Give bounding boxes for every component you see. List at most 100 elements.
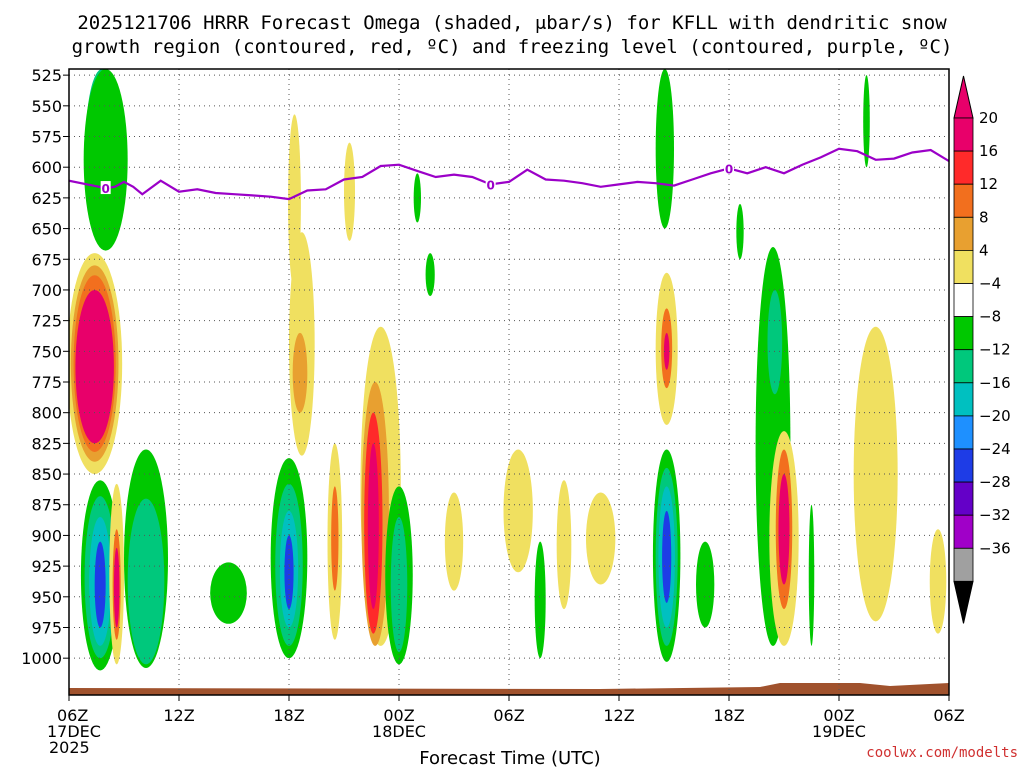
freezing-label-bg-0 <box>100 181 111 195</box>
omega-shaded-regions <box>69 69 947 671</box>
omega-region-36 <box>534 541 546 659</box>
y-tick-label-800: 800 <box>31 404 62 423</box>
y-tick-label-750: 750 <box>31 342 62 361</box>
y-tick-label-725: 725 <box>31 312 62 331</box>
omega-region-46 <box>662 510 672 603</box>
omega-region-54 <box>808 504 815 646</box>
colorbar-swatch-6 <box>953 316 974 351</box>
colorbar-label-3: 8 <box>979 208 989 226</box>
colorbar: 20 16 12 8 4 −4 −8 −12 −16 −20 −24 −28 −32 −36 <box>953 75 1011 624</box>
omega-region-8 <box>113 547 120 628</box>
y-tick-label-700: 700 <box>31 281 62 300</box>
colorbar-swatch-10 <box>953 448 974 483</box>
freezing-label-bg-2 <box>724 161 734 175</box>
omega-region-48 <box>736 204 744 260</box>
y-tick-label-600: 600 <box>31 158 62 177</box>
y-tick-label-900: 900 <box>31 526 62 545</box>
x-tick-date-7: 19DEC <box>812 722 866 741</box>
omega-region-22 <box>288 114 301 290</box>
y-tick-label-625: 625 <box>31 189 62 208</box>
omega-region-55 <box>863 75 870 168</box>
omega-region-37 <box>556 480 572 610</box>
chart-title-line2: growth region (contoured, red, ºC) and f… <box>72 36 953 58</box>
x-tick-label-7: 00Z <box>823 706 854 725</box>
y-tick-label-925: 925 <box>31 557 62 576</box>
colorbar-swatch-7 <box>953 349 974 384</box>
colorbar-swatch-5 <box>953 283 974 317</box>
colorbar-swatch-2 <box>953 183 974 218</box>
colorbar-label-8: −16 <box>979 374 1011 392</box>
freezing-level-contour: 0 0 0 <box>69 147 949 201</box>
credit-text: coolwx.com/modelts <box>866 745 1018 761</box>
y-tick-label-650: 650 <box>31 220 62 239</box>
omega-region-57 <box>929 529 947 634</box>
y-tick-label-525: 525 <box>31 66 62 85</box>
colorbar-swatch-12 <box>953 514 974 549</box>
y-tick-label-575: 575 <box>31 128 62 147</box>
x-tick-label-5: 12Z <box>603 706 634 725</box>
x-tick-label-3: 00Z <box>383 706 414 725</box>
freezing-level-line <box>69 147 949 201</box>
colorbar-label-4: 4 <box>979 241 989 259</box>
freezing-label-bg-1 <box>485 177 496 191</box>
x-tick-date-0: 17DEC <box>47 722 101 741</box>
omega-region-56 <box>853 326 898 622</box>
freezing-level-label-0: 0 <box>101 182 109 196</box>
x-tick-label-6: 18Z <box>713 706 744 725</box>
colorbar-swatch-13 <box>953 547 974 582</box>
colorbar-swatch-0 <box>953 117 974 152</box>
omega-region-5 <box>94 541 106 628</box>
colorbar-label-6: −8 <box>979 308 1001 326</box>
y-tick-label-850: 850 <box>31 465 62 484</box>
x-tick-label-1: 12Z <box>163 706 194 725</box>
y-tick-label-675: 675 <box>31 250 62 269</box>
y-tick-label-875: 875 <box>31 496 62 515</box>
freezing-level-label-2: 0 <box>725 162 733 176</box>
x-tick-label-4: 06Z <box>493 706 524 725</box>
omega-region-32 <box>425 253 435 297</box>
colorbar-label-5: −4 <box>979 275 1001 293</box>
omega-region-21 <box>284 535 294 610</box>
colorbar-label-1: 16 <box>979 142 998 160</box>
colorbar-label-11: −28 <box>979 473 1011 491</box>
colorbar-label-2: 12 <box>979 175 998 193</box>
omega-region-33 <box>413 173 422 223</box>
omega-region-42 <box>663 332 670 370</box>
y-tick-label-775: 775 <box>31 373 62 392</box>
omega-region-17 <box>292 332 308 413</box>
colorbar-label-0: 20 <box>979 109 998 127</box>
colorbar-swatch-9 <box>953 415 974 450</box>
colorbar-swatch-1 <box>953 150 974 185</box>
colorbar-swatch-4 <box>953 249 974 284</box>
omega-region-24 <box>331 486 339 591</box>
omega-region-14 <box>127 498 165 665</box>
x-tick-label-2: 18Z <box>273 706 304 725</box>
colorbar-swatch-3 <box>953 216 974 251</box>
x-tick-year-0: 2025 <box>49 738 90 757</box>
omega-region-1 <box>83 69 128 251</box>
x-tick-date-3: 18DEC <box>372 722 426 741</box>
omega-region-12 <box>75 289 114 444</box>
y-tick-label-825: 825 <box>31 434 62 453</box>
grid-lines <box>69 69 949 695</box>
x-tick-label-0: 06Z <box>57 706 88 725</box>
colorbar-label-12: −32 <box>979 506 1011 524</box>
omega-region-34 <box>444 492 464 591</box>
omega-region-29 <box>367 443 379 610</box>
colorbar-label-9: −20 <box>979 407 1011 425</box>
y-tick-label-975: 975 <box>31 618 62 637</box>
freezing-level-label-1: 0 <box>486 178 494 192</box>
omega-region-53 <box>778 474 790 585</box>
colorbar-swatch-11 <box>953 481 974 516</box>
omega-region-47 <box>696 541 715 628</box>
y-tick-label-950: 950 <box>31 588 62 607</box>
y-tick-label-550: 550 <box>31 97 62 116</box>
y-tick-label-1000: 1000 <box>21 649 62 668</box>
colorbar-label-13: −36 <box>979 539 1011 557</box>
chart-title-line1: 2025121706 HRRR Forecast Omega (shaded, … <box>77 12 947 34</box>
omega-region-50 <box>767 289 783 395</box>
colorbar-bottom-arrow <box>953 580 974 624</box>
x-tick-label-8: 06Z <box>933 706 964 725</box>
